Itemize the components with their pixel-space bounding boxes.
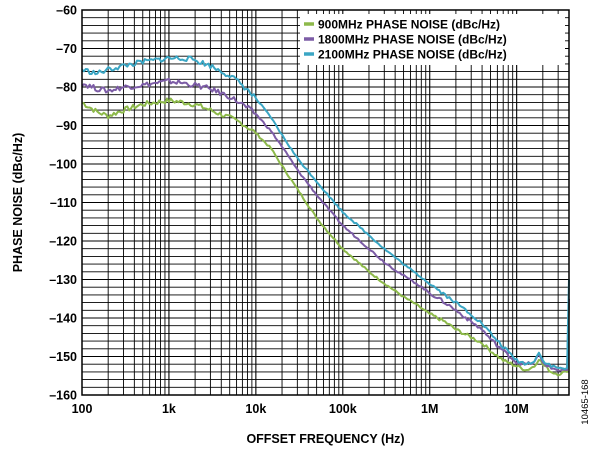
series-line-0: [81, 97, 570, 377]
legend-label: 1800MHz PHASE NOISE (dBc/Hz): [318, 32, 507, 46]
x-tick-label: 1M: [421, 402, 438, 416]
x-tick-label: 100k: [329, 402, 357, 416]
y-tick-label: –160: [49, 389, 77, 403]
y-tick-label: –70: [56, 42, 77, 56]
grid: [82, 10, 569, 395]
x-tick-label: 100: [72, 402, 93, 416]
y-tick-label: –140: [49, 312, 77, 326]
series-lines: [81, 55, 570, 377]
legend-label: 2100MHz PHASE NOISE (dBc/Hz): [318, 47, 507, 61]
y-tick-label: –110: [50, 196, 77, 210]
x-tick-label: 10M: [504, 402, 528, 416]
y-axis-title: PHASE NOISE (dBc/Hz): [11, 133, 25, 273]
legend: 900MHz PHASE NOISE (dBc/Hz)1800MHz PHASE…: [300, 14, 565, 65]
y-tick-label: –100: [49, 158, 77, 172]
y-tick-label: –80: [56, 81, 77, 95]
series-line-1: [81, 77, 570, 372]
y-tick-label: –60: [56, 4, 77, 18]
y-tick-label: –130: [49, 273, 77, 287]
y-tick-label: –120: [49, 235, 77, 249]
legend-background: [300, 14, 565, 65]
plot-frame: [81, 9, 570, 396]
x-axis-title: OFFSET FREQUENCY (Hz): [246, 432, 404, 446]
y-tick-labels: –60 –70 –80 –90 –100 –110 –120 –130 –140 –150 –160: [49, 4, 77, 403]
legend-label: 900MHz PHASE NOISE (dBc/Hz): [318, 17, 500, 31]
y-tick-label: –150: [49, 350, 77, 364]
x-tick-label: 10k: [245, 402, 266, 416]
figure-id-label: 10465-168: [580, 379, 591, 424]
y-tick-label: –90: [56, 119, 77, 133]
x-tick-labels: 100 1k 10k 100k 1M 10M: [72, 402, 529, 416]
series-line-2: [81, 55, 570, 370]
x-tick-label: 1k: [162, 402, 176, 416]
